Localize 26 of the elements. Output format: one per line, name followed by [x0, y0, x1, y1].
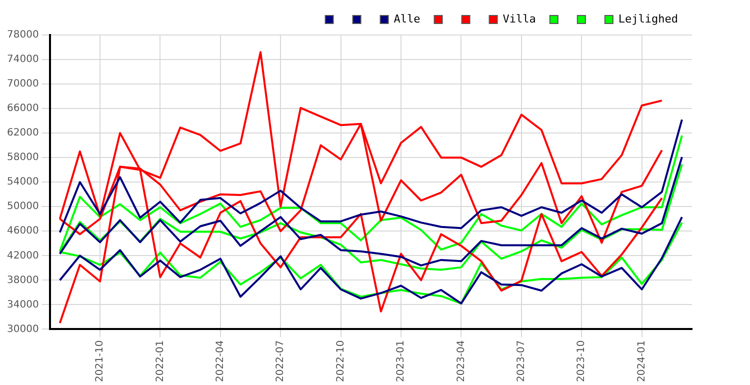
legend-label: Alle	[394, 12, 420, 26]
x-tick-label: 2023-10	[576, 340, 588, 382]
y-tick-label: 30000	[7, 324, 39, 335]
x-tick-label: 2022-04	[214, 340, 226, 382]
y-tick-label: 74000	[7, 54, 39, 66]
x-tick-label: 2022-10	[335, 340, 346, 382]
y-tick-label: 58000	[7, 152, 39, 164]
y-tick-label: 46000	[7, 226, 39, 237]
y-tick-label: 54000	[7, 176, 39, 188]
x-tick-label: 2023-07	[516, 340, 528, 382]
y-tick-label: 38000	[7, 274, 39, 286]
x-tick-label: 2022-07	[275, 340, 286, 382]
y-tick-label: 62000	[7, 128, 39, 139]
y-tick-label: 78000	[7, 30, 39, 41]
x-tick-label: 2024-01	[636, 340, 648, 382]
x-tick-label: 2023-04	[456, 340, 467, 382]
x-tick-label: 2022-01	[154, 340, 166, 382]
legend-label: Lejlighed	[618, 12, 678, 26]
x-tick-label: 2023-01	[396, 340, 407, 382]
x-tick-label: 2021-10	[94, 340, 106, 382]
y-tick-label: 34000	[7, 299, 39, 310]
y-tick-label: 66000	[7, 103, 39, 114]
y-tick-label: 42000	[7, 250, 39, 262]
legend-label: Villa	[502, 12, 536, 26]
y-tick-label: 50000	[7, 201, 39, 212]
y-tick-label: 70000	[7, 78, 39, 90]
